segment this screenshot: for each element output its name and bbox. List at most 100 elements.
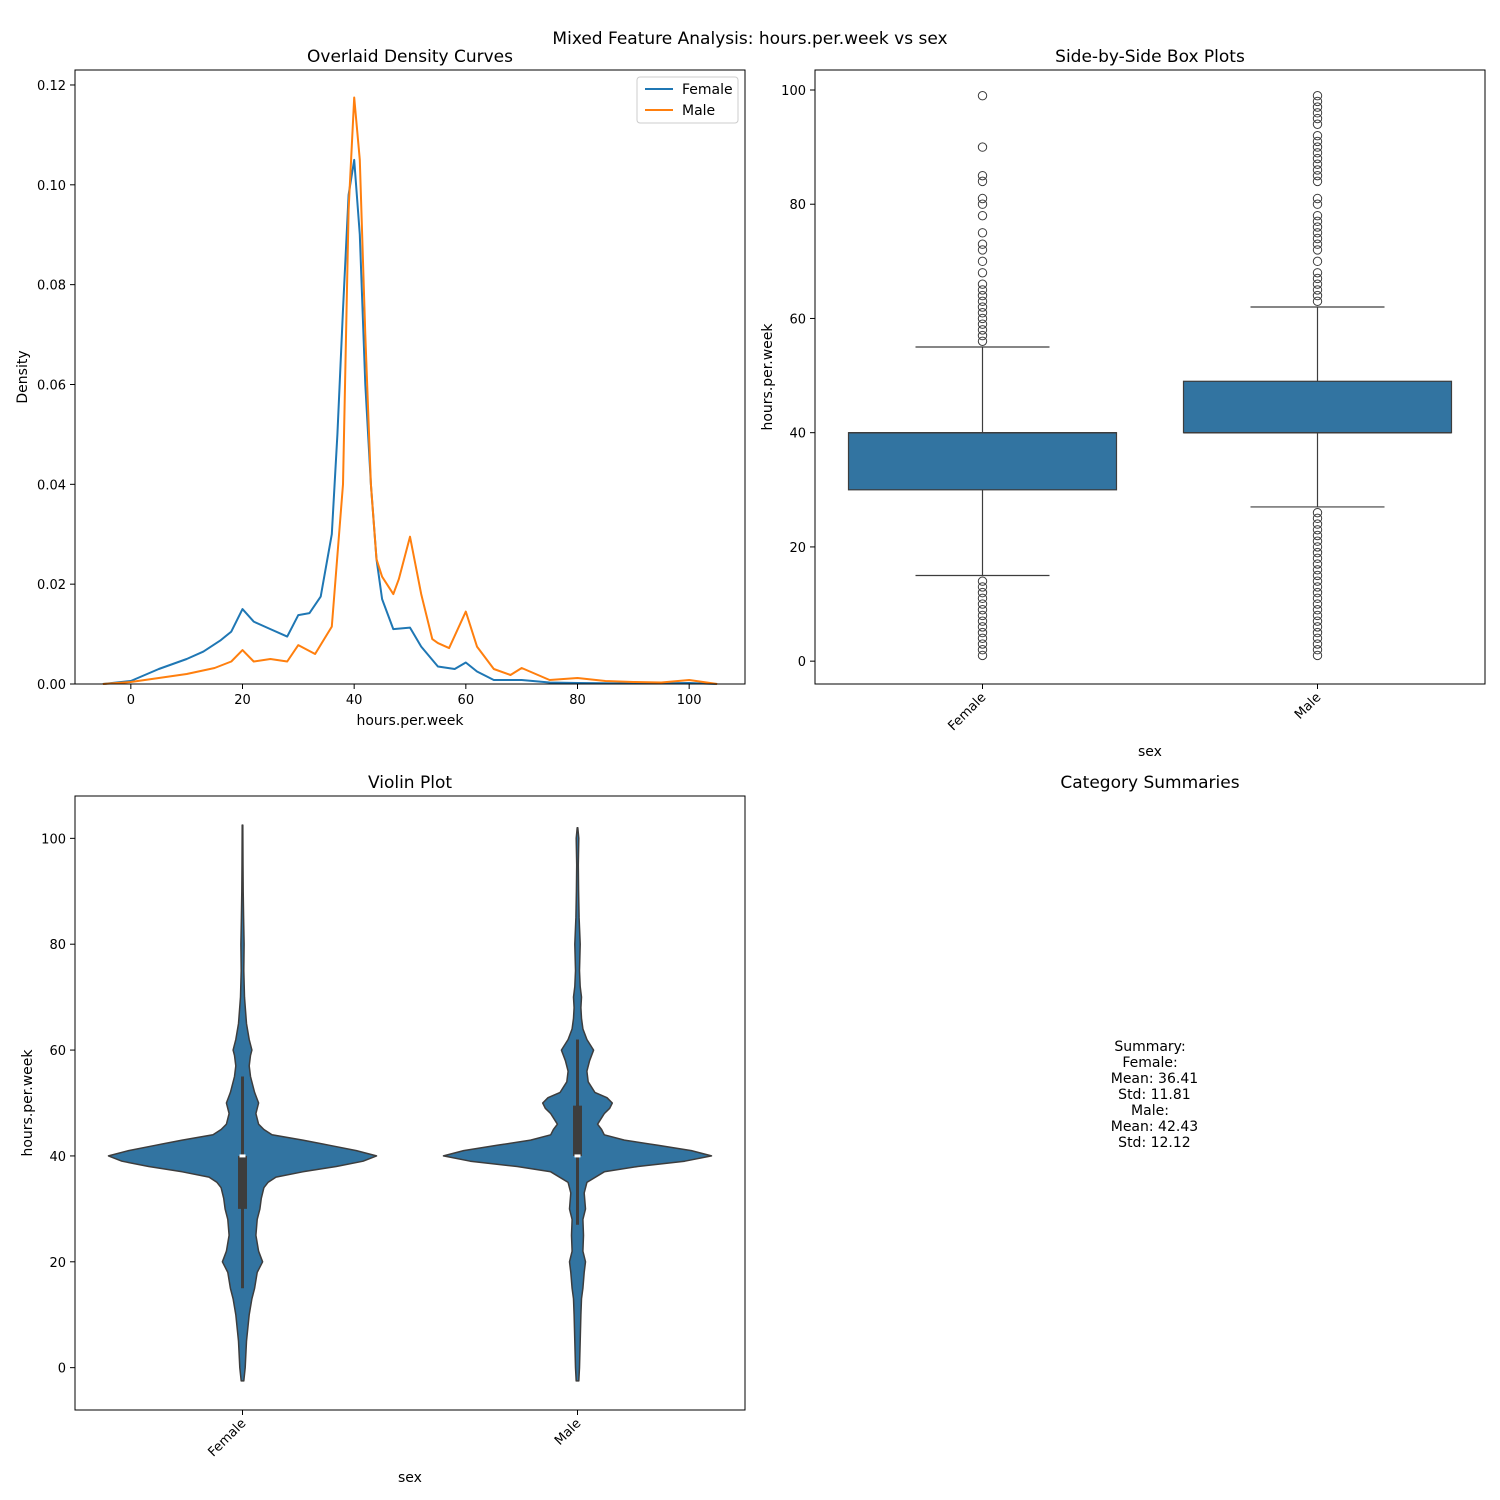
box-outlier-female (977, 290, 988, 301)
box-outlier-female (977, 616, 988, 626)
box-outlier-female (977, 313, 988, 324)
box-outlier-male (1312, 268, 1323, 278)
x-tick-label: Female (205, 1416, 249, 1460)
boxplot-ylabel: hours.per.week (760, 323, 776, 431)
box-outlier-female (977, 582, 988, 592)
density-ylabel: Density (15, 350, 31, 403)
box-outlier-male (1312, 576, 1323, 586)
box-outlier-female (977, 193, 988, 204)
box-body-male (1182, 380, 1453, 434)
box-outlier-female (977, 593, 988, 604)
box-outlier-female (977, 239, 988, 249)
box-outlier-male (1312, 565, 1323, 575)
x-tick-label: Female (945, 690, 989, 734)
box-outlier-female (977, 91, 988, 101)
violin-panel: Violin Plot 0 20 40 60 80 100 Female Male sex h… (20, 773, 746, 1486)
box-outlier-male (1312, 605, 1323, 615)
y-tick-label: 0.02 (37, 578, 66, 593)
figure-title: Mixed Feature Analysis: hours.per.week v… (552, 29, 947, 49)
box-outlier-female (977, 330, 988, 341)
box-outlier-female (977, 285, 988, 295)
x-tick-label: 0 (127, 693, 135, 708)
density-title: Overlaid Density Curves (307, 47, 513, 67)
box-outlier-female (977, 256, 988, 267)
density-axes-frame (74, 69, 746, 685)
density-curve-female (102, 158, 718, 685)
y-tick-label: 0 (798, 655, 806, 670)
box-outlier-male (1312, 593, 1323, 604)
boxplot-marks (847, 91, 1453, 661)
summary-line: Female: (1122, 1055, 1177, 1071)
density-panel: Overlaid Density Curves 0 20 40 60 80 100 0.00… (15, 47, 746, 729)
box-outlier-male (1312, 176, 1323, 187)
box-outlier-male (1312, 616, 1323, 626)
density-curve-male (102, 96, 718, 685)
density-curves (102, 96, 718, 685)
box-outlier-male (1312, 222, 1323, 232)
density-xlabel: hours.per.week (356, 713, 464, 729)
violin-iqr-female (238, 1155, 247, 1209)
summary-panel: Category Summaries Summary: Female: Mean… (1060, 773, 1239, 1151)
box-outlier-female (977, 622, 988, 632)
box-outlier-male (1312, 530, 1323, 541)
y-tick-label: 80 (49, 938, 66, 953)
box-outlier-male (1312, 170, 1323, 181)
x-tick-label: 100 (677, 693, 702, 708)
box-body-female (847, 432, 1118, 491)
box-outlier-male (1312, 519, 1323, 529)
box-outlier-male (1312, 102, 1323, 112)
box-outlier-male (1312, 610, 1323, 621)
box-outlier-female (977, 639, 988, 649)
box-outlier-male (1312, 507, 1323, 518)
box-outlier-male (1312, 547, 1323, 558)
box-outlier-male (1312, 239, 1323, 249)
box-outlier-male (1312, 650, 1323, 661)
box-outlier-male (1312, 639, 1323, 649)
violin-median-male (574, 1154, 581, 1158)
box-outlier-male (1312, 216, 1323, 227)
box-outlier-female (977, 308, 988, 318)
y-tick-label: 20 (789, 541, 806, 556)
box-outlier-female (977, 650, 988, 661)
box-outlier-male (1312, 290, 1323, 301)
box-outlier-male (1312, 256, 1323, 267)
boxplot-axes-frame (814, 69, 1486, 685)
box-outlier-male (1312, 193, 1323, 204)
box-outlier-male (1312, 130, 1323, 141)
y-tick-label: 0.04 (37, 478, 66, 493)
y-tick-label: 40 (49, 1150, 66, 1165)
box-outlier-female (977, 627, 988, 638)
box-outlier-male (1312, 525, 1323, 535)
boxplot-xlabel: sex (1138, 744, 1162, 760)
box-outlier-male (1312, 108, 1323, 118)
box-outlier-male (1312, 96, 1323, 107)
box-outlier-male (1312, 199, 1323, 209)
box-outlier-male (1312, 587, 1323, 598)
summary-line: Summary: (1114, 1039, 1185, 1055)
y-tick-label: 80 (789, 198, 806, 213)
violin-iqr-male (573, 1105, 582, 1156)
box-outlier-female (977, 170, 988, 181)
box-outlier-male (1312, 159, 1323, 169)
density-axis-ticks: 0 20 40 60 80 100 0.00 0.02 0.04 0.06 0.08 0.10 0.12 (37, 79, 702, 708)
x-tick-label: 80 (569, 693, 586, 708)
box-outlier-female (977, 576, 988, 586)
box-outlier-female (977, 228, 988, 238)
y-tick-label: 0.08 (37, 279, 66, 294)
box-outlier-male (1312, 113, 1323, 124)
violin-title: Violin Plot (368, 773, 452, 793)
box-outlier-male (1312, 228, 1323, 238)
box-outlier-female (977, 610, 988, 621)
box-outlier-male (1312, 559, 1323, 569)
box-outlier-male (1312, 119, 1323, 129)
box-outlier-female (977, 142, 988, 152)
summary-line: Mean: 36.41 (1102, 1071, 1198, 1087)
y-tick-label: 60 (49, 1044, 66, 1059)
box-outlier-female (977, 296, 988, 307)
y-tick-label: 0 (58, 1362, 66, 1377)
box-outlier-male (1312, 633, 1323, 644)
box-outlier-male (1312, 627, 1323, 638)
box-outlier-female (977, 245, 988, 255)
box-outlier-male (1312, 245, 1323, 255)
